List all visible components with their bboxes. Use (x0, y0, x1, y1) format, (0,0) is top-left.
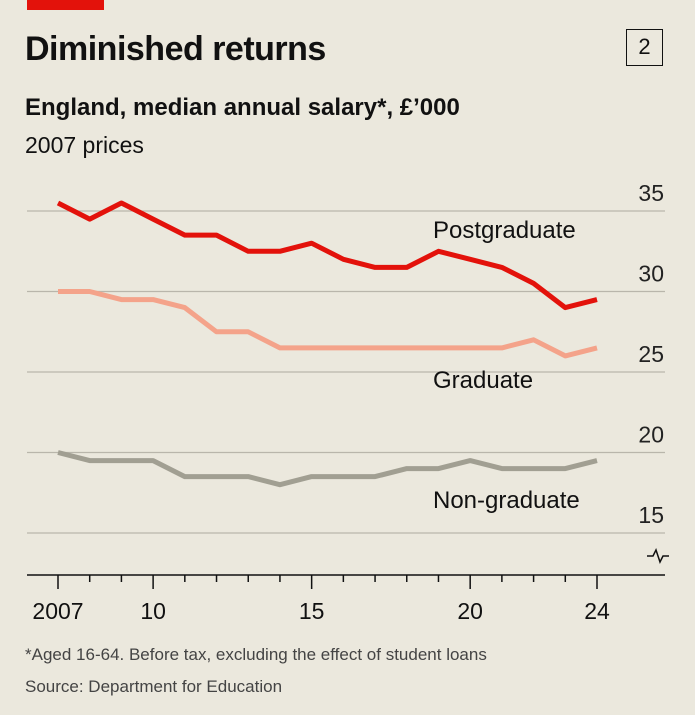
chart-title: Diminished returns (25, 30, 326, 68)
series-line-graduate (58, 289, 598, 359)
line-chart: 15 20 25 30 35 Postgraduate Graduate Non-gradu… (27, 180, 669, 624)
x-tick-label-2024: 24 (584, 598, 610, 624)
brand-red-bar (27, 0, 104, 10)
axis-break-glyph (647, 548, 669, 564)
x-axis: 2007 10 15 20 24 (27, 574, 665, 624)
y-tick-label-20: 20 (638, 422, 664, 448)
series-line-non-graduate (57, 450, 598, 488)
y-tick-label-35: 35 (638, 180, 664, 206)
axis-break-icon (647, 548, 669, 564)
y-tick-label-25: 25 (638, 341, 664, 367)
chart-units: 2007 prices (25, 132, 144, 158)
footnote: *Aged 16-64. Before tax, excluding the e… (25, 645, 487, 664)
x-tick-label-2007: 2007 (32, 598, 83, 624)
chart-number-badge: 2 (626, 29, 663, 66)
series-label-graduate: Graduate (433, 367, 533, 394)
series-label-non-graduate: Non-graduate (433, 487, 580, 514)
series-line-postgraduate (56, 200, 598, 311)
x-tick-label-2015: 15 (299, 598, 325, 624)
y-axis-labels: 15 20 25 30 35 (638, 180, 664, 528)
chart-subtitle: England, median annual salary*, £’000 (25, 94, 460, 121)
y-tick-label-15: 15 (638, 502, 664, 528)
y-tick-label-30: 30 (638, 261, 664, 287)
source-note: Source: Department for Education (25, 677, 283, 696)
series-label-postgraduate: Postgraduate (433, 217, 576, 244)
series-lines (56, 200, 598, 488)
x-tick-label-2010: 10 (140, 598, 166, 624)
x-tick-label-2020: 20 (457, 598, 483, 624)
series-labels: Postgraduate Graduate Non-graduate (433, 217, 580, 514)
